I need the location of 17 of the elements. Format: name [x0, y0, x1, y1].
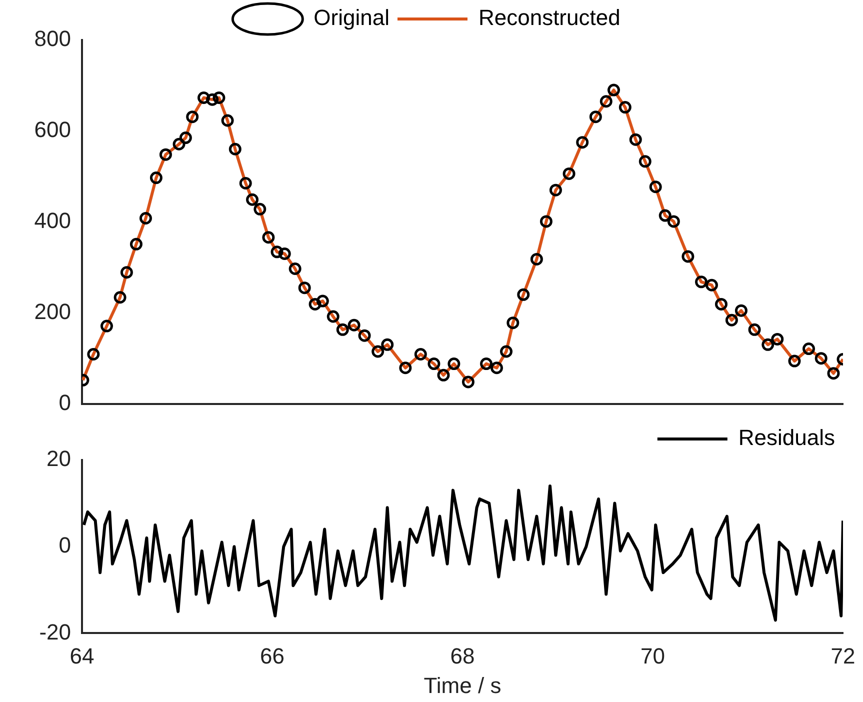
y-tick-label: 0: [58, 532, 71, 558]
legend-label: Residuals: [738, 425, 836, 450]
x-tick-label: 72: [830, 643, 856, 668]
x-tick-label: 66: [260, 643, 284, 668]
x-axis-title: Time / s: [424, 672, 502, 698]
y-tick-label: 800: [34, 26, 71, 52]
legend-label: Original: [314, 5, 390, 30]
y-tick-label: 600: [34, 117, 71, 142]
y-tick-label: 400: [34, 208, 71, 233]
x-tick-label: 70: [640, 643, 665, 668]
y-tick-label: 20: [46, 446, 71, 472]
x-tick-label: 68: [450, 643, 475, 668]
legend-label: Reconstructed: [478, 5, 620, 30]
x-tick-label: 64: [70, 643, 94, 668]
y-tick-label: -20: [39, 619, 71, 644]
y-tick-label: 200: [34, 298, 71, 324]
y-tick-label: 0: [58, 390, 71, 415]
